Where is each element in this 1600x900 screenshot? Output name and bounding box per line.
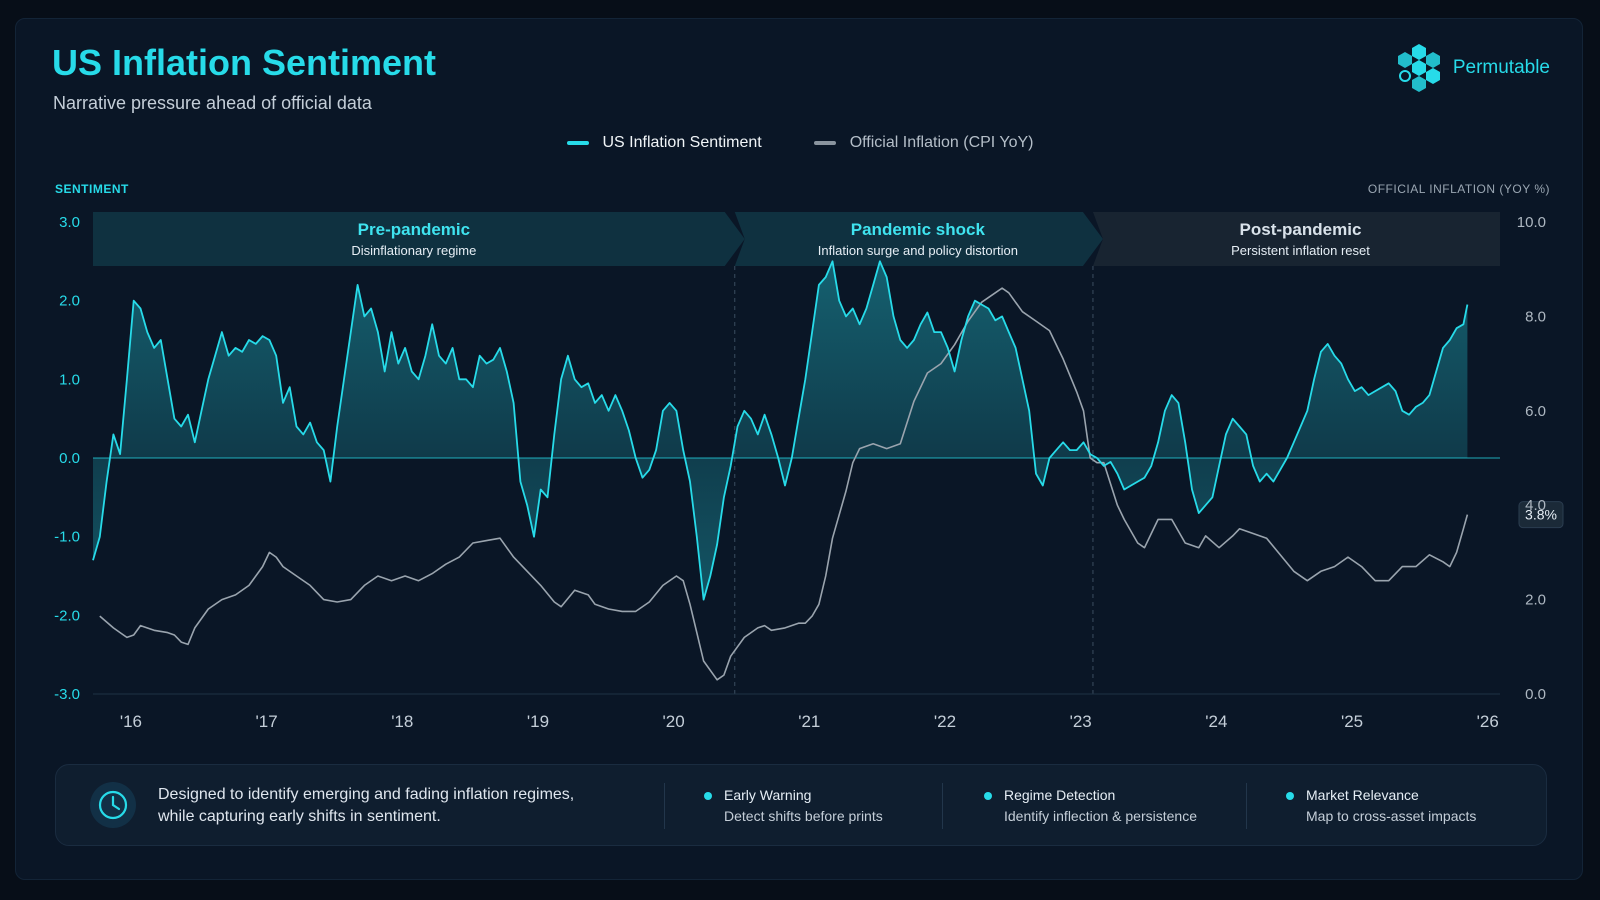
feature-bullet	[704, 792, 712, 800]
right-tick-label: 6.0	[1525, 403, 1546, 420]
feature-bullet	[984, 792, 992, 800]
legend-swatch-cpi	[813, 141, 836, 145]
last-value-badge	[1518, 501, 1564, 529]
brand-name: Permutable	[1452, 57, 1550, 78]
x-tick-label: '23	[1070, 712, 1092, 731]
regime-title: Pre-pandemic	[358, 220, 470, 239]
chart-legend: US Inflation Sentiment Official Inflatio…	[0, 134, 1600, 152]
x-tick-label: '25	[1341, 712, 1363, 731]
right-axis-title: OFFICIAL INFLATION (YOY %)	[1367, 182, 1550, 196]
left-axis-title: SENTIMENT	[55, 182, 129, 196]
legend-item-sentiment[interactable]: US Inflation Sentiment	[566, 134, 762, 152]
x-tick-label: '20	[663, 712, 685, 731]
x-tick-label: '22	[934, 712, 956, 731]
regime-band[interactable]	[93, 212, 745, 266]
left-tick-label: -2.0	[54, 607, 80, 624]
legend-label-sentiment: US Inflation Sentiment	[602, 134, 762, 151]
left-tick-label: 0.0	[59, 450, 80, 467]
regime-title: Post-pandemic	[1240, 220, 1362, 239]
legend-label-cpi: Official Inflation (CPI YoY)	[849, 134, 1034, 151]
legend-item-cpi[interactable]: Official Inflation (CPI YoY)	[813, 134, 1034, 152]
left-tick-label: -1.0	[54, 529, 80, 546]
footer-divider	[1246, 783, 1247, 829]
feature-desc: Detect shifts before prints	[724, 808, 883, 824]
clock-icon	[90, 782, 136, 828]
feature-title: Regime Detection	[1004, 787, 1116, 803]
regime-subtitle: Inflation surge and policy distortion	[818, 243, 1018, 258]
right-tick-label: 10.0	[1517, 214, 1546, 231]
footer-divider	[664, 783, 665, 829]
feature-title: Early Warning	[724, 787, 812, 803]
regime-subtitle: Persistent inflation reset	[1231, 243, 1370, 258]
right-tick-label: 0.0	[1525, 686, 1546, 703]
feature-bullet	[1286, 792, 1294, 800]
feature-desc: Identify inflection & persistence	[1004, 808, 1197, 824]
brand-logo[interactable]: Permutable	[1393, 42, 1550, 94]
cpi-line[interactable]	[99, 287, 1469, 681]
left-tick-label: 3.0	[59, 214, 80, 231]
left-tick-label: -3.0	[54, 686, 80, 703]
sentiment-line[interactable]	[92, 260, 1469, 601]
sentiment-chart: Pre-pandemic Disinflationary regime Pandem…	[54, 212, 1564, 731]
feature-desc: Map to cross-asset impacts	[1306, 808, 1477, 824]
sentiment-area-positive	[93, 261, 1468, 458]
regime-band[interactable]	[734, 212, 1103, 266]
x-tick-label: '26	[1477, 712, 1499, 731]
regime-subtitle: Disinflationary regime	[351, 243, 476, 258]
last-value-label: 3.8%	[1525, 507, 1557, 523]
regime-title: Pandemic shock	[851, 220, 986, 239]
footer-divider	[942, 783, 943, 829]
page-subtitle: Narrative pressure ahead of official dat…	[53, 93, 372, 113]
x-tick-label: '18	[391, 712, 413, 731]
page-title: US Inflation Sentiment	[52, 42, 437, 83]
right-tick-label: 2.0	[1525, 592, 1546, 609]
footer-description: Designed to identify emerging and fading…	[158, 786, 575, 825]
feature-title: Market Relevance	[1306, 787, 1419, 803]
right-tick-label: 4.0	[1525, 497, 1546, 514]
x-tick-label: '21	[798, 712, 820, 731]
info-footer: Designed to identify emerging and fading…	[55, 764, 1547, 846]
hexagon-cluster-icon	[1397, 44, 1440, 92]
legend-swatch-sentiment	[566, 141, 589, 145]
regime-band[interactable]	[1092, 212, 1500, 266]
x-tick-label: '24	[1205, 712, 1227, 731]
left-tick-label: 2.0	[59, 293, 80, 310]
x-tick-label: '16	[120, 712, 142, 731]
right-tick-label: 8.0	[1525, 308, 1546, 325]
x-tick-label: '17	[256, 712, 278, 731]
x-tick-label: '19	[527, 712, 549, 731]
left-tick-label: 1.0	[59, 371, 80, 388]
